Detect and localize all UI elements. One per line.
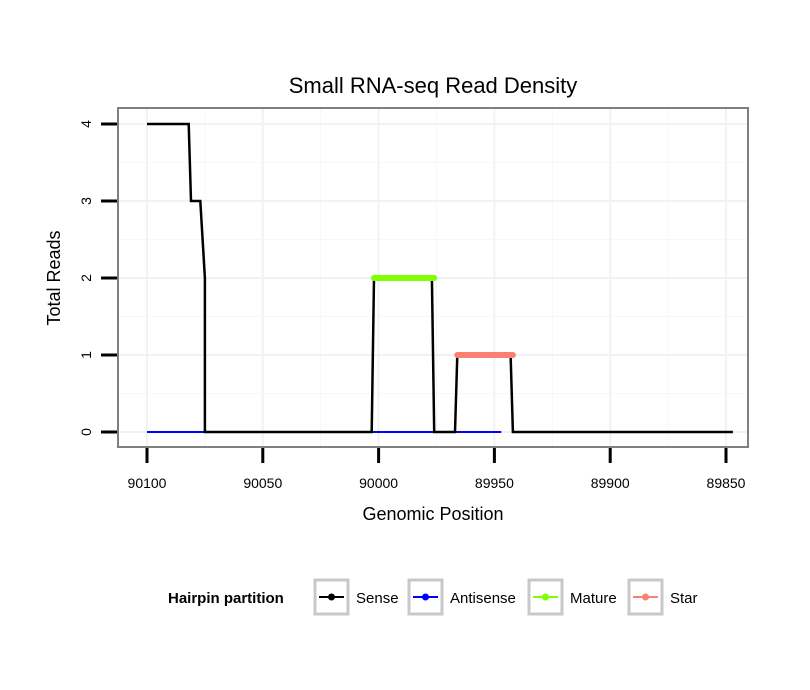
legend: Hairpin partition Sense Antisense Mature St… [168, 578, 698, 616]
y-tick-label: 1 [78, 351, 94, 359]
y-tick-label: 3 [78, 197, 94, 205]
y-axis-title: Total Reads [44, 230, 64, 325]
legend-key-dot [422, 593, 429, 601]
series-layer [147, 122, 733, 434]
legend-key-dot [328, 593, 335, 601]
legend-item-mature: Mature [527, 578, 617, 616]
legend-title: Hairpin partition [168, 590, 284, 607]
legend-label: Sense [356, 590, 399, 607]
x-tick-label: 90050 [243, 475, 282, 491]
y-tick-label: 2 [78, 274, 94, 282]
x-tick-label: 89950 [475, 475, 514, 491]
legend-label: Mature [570, 590, 617, 607]
x-axis: 90100 90050 90000 89950 89900 89850 [128, 448, 746, 491]
legend-item-antisense: Antisense [407, 578, 516, 616]
y-axis: 0 1 2 3 4 [78, 120, 117, 436]
x-tick-label: 89850 [707, 475, 746, 491]
legend-item-sense: Sense [313, 578, 399, 616]
legend-item-star: Star [627, 578, 698, 616]
chart-title: Small RNA-seq Read Density [289, 73, 578, 98]
legend-label: Star [670, 590, 698, 607]
y-tick-label: 0 [78, 428, 94, 436]
x-tick-label: 90100 [128, 475, 167, 491]
x-tick-label: 89900 [591, 475, 630, 491]
legend-key-dot [642, 593, 649, 601]
legend-label: Antisense [450, 590, 516, 607]
x-axis-title: Genomic Position [362, 504, 503, 524]
y-tick-label: 4 [78, 120, 94, 128]
legend-key-dot [542, 593, 549, 601]
x-tick-label: 90000 [359, 475, 398, 491]
plot-border [117, 107, 749, 448]
